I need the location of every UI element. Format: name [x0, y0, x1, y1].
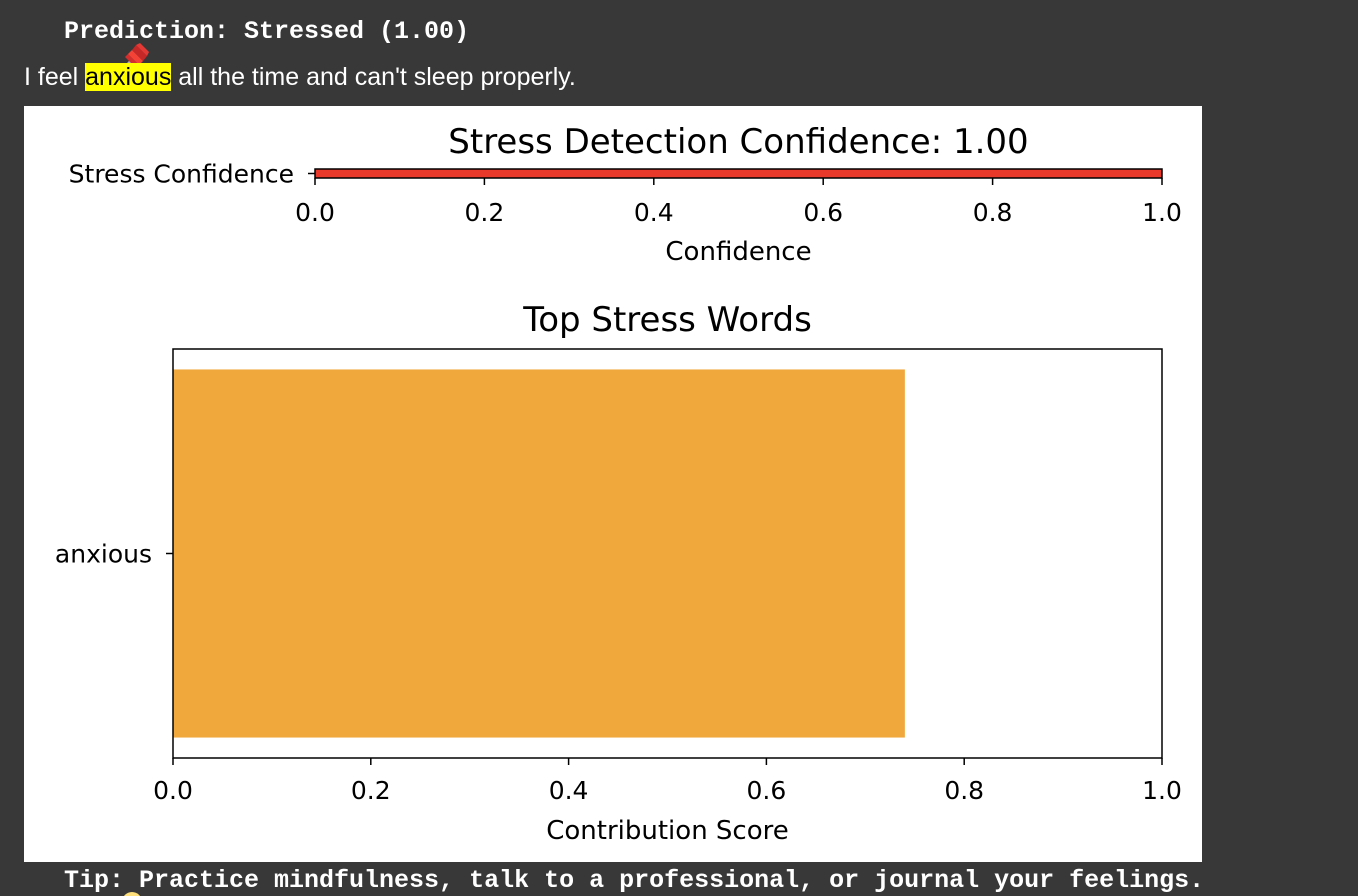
chart-figure: Stress Detection Confidence: 1.00 Stress …	[24, 106, 1202, 862]
lightbulb-icon	[24, 861, 141, 896]
bar-stress-confidence	[315, 169, 1162, 178]
x-tick-label: 0.0	[295, 198, 335, 227]
tip-text: Tip: Practice mindfulness, talk to a pro…	[64, 865, 1205, 895]
analyzed-sentence: I feel anxious all the time and can't sl…	[24, 58, 576, 96]
chart-title-2: Top Stress Words	[522, 300, 812, 340]
pushpin-icon	[24, 12, 150, 77]
x-axis-label: Confidence	[665, 237, 811, 267]
prediction-text: Prediction: Stressed (1.00)	[64, 16, 470, 46]
tip-line: Tip: Practice mindfulness, talk to a pro…	[24, 864, 1204, 896]
chart-figure-svg: Stress Detection Confidence: 1.00 Stress …	[55, 122, 1182, 846]
sentence-before: I feel	[24, 63, 86, 91]
x-tick-label: 0.4	[634, 198, 674, 227]
x-tick-label: 0.6	[803, 198, 843, 227]
x-tick-label: 1.0	[1142, 198, 1182, 227]
x-tick-label: 0.8	[973, 198, 1013, 227]
axes-frame	[172, 348, 1163, 759]
x-tick-label: 0.2	[351, 776, 391, 805]
y-tick-label: Stress Confidence	[69, 160, 294, 189]
x-tick-label: 0.0	[153, 776, 193, 805]
x-tick-label: 0.2	[465, 198, 505, 227]
prediction-line: Prediction: Stressed (1.00)	[24, 12, 470, 77]
x-axis-label: Contribution Score	[546, 816, 789, 846]
axes-frame	[314, 168, 1163, 179]
sentence-after: all the time and can't sleep properly.	[171, 63, 576, 91]
x-tick-label: 0.6	[747, 776, 787, 805]
x-tick-label: 0.8	[944, 776, 984, 805]
y-tick-label: anxious	[55, 540, 152, 569]
chart-title-1: Stress Detection Confidence: 1.00	[448, 122, 1028, 162]
highlighted-word: anxious	[85, 63, 172, 91]
x-tick-label: 0.4	[549, 776, 589, 805]
x-tick-label: 1.0	[1142, 776, 1182, 805]
bar-anxious	[173, 369, 905, 738]
